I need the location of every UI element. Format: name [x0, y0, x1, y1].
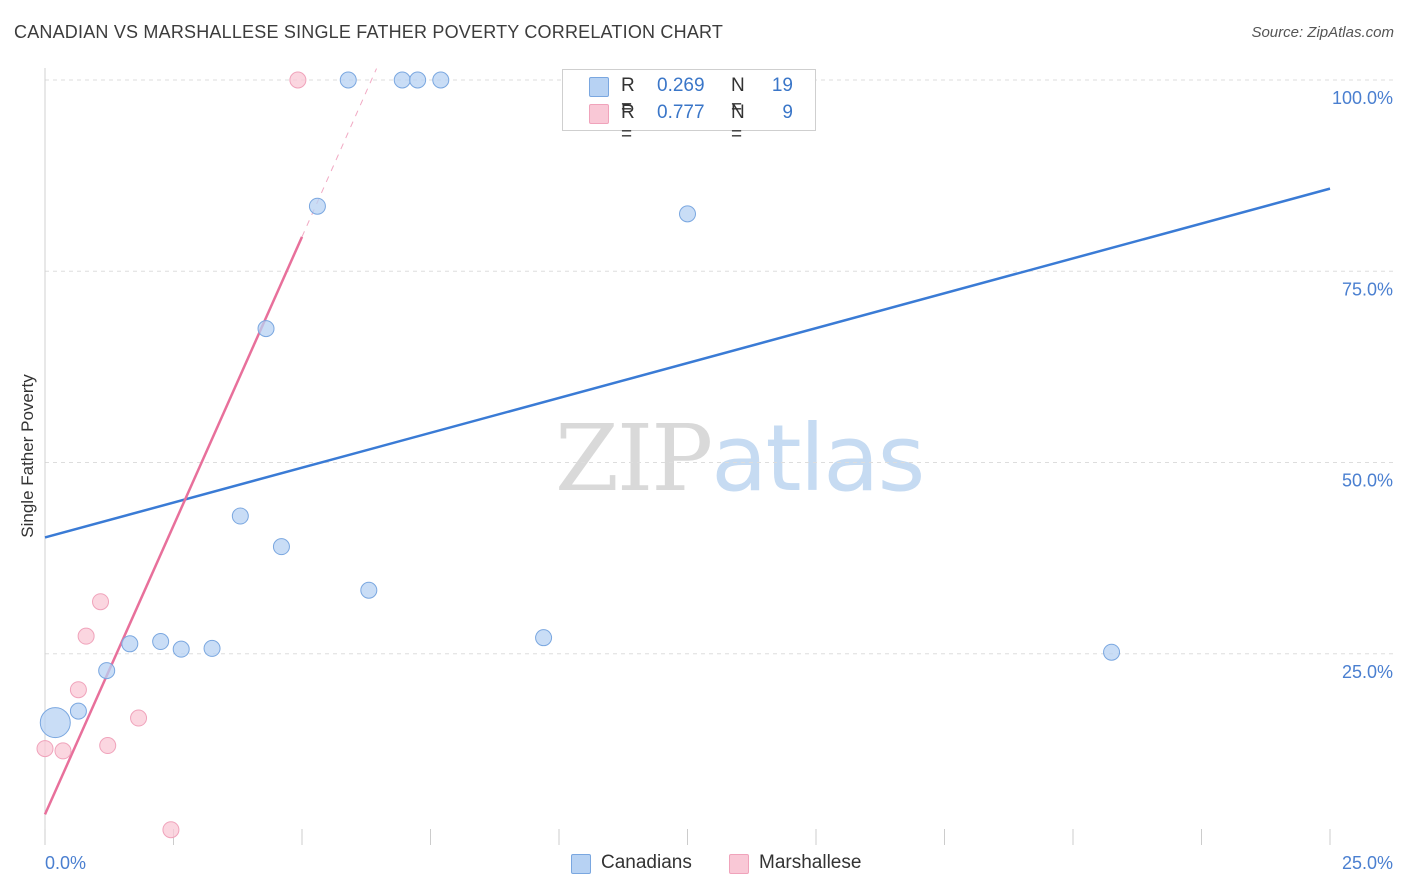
- data-points: [36, 71, 1121, 839]
- marshallese-point: [36, 740, 54, 758]
- canadian-point: [69, 702, 87, 720]
- canadian-trendline: [44, 187, 1331, 539]
- canadian-point: [272, 538, 290, 556]
- marshallese-point: [162, 821, 180, 839]
- canadian-point: [679, 205, 696, 223]
- canadian-point: [432, 71, 450, 89]
- canadians-n-value: 19: [771, 75, 793, 96]
- tick-labels: 25.0% 50.0% 75.0% 100.0% 0.0% 25.0%: [45, 88, 1393, 873]
- marshallese-point: [99, 737, 117, 755]
- canadian-point: [98, 662, 116, 680]
- watermark-atlas: atlas: [711, 405, 925, 512]
- marshallese-point: [92, 593, 110, 611]
- marshallese-point: [130, 709, 148, 727]
- watermark-zip: ZIP: [555, 405, 713, 512]
- canadian-point: [257, 320, 275, 338]
- marshallese-n-value: 9: [782, 102, 793, 123]
- source-credit: Source: ZipAtlas.com: [1251, 24, 1394, 41]
- correlation-legend: R = 0.269 N = 19 R = 0.777 N = 9: [562, 69, 816, 145]
- marshallese-r-label: R =: [621, 102, 635, 145]
- trendlines: [43, 68, 1331, 815]
- canadians-r-label: R =: [621, 75, 635, 118]
- canadian-point: [39, 707, 71, 739]
- chart-title: CANADIAN VS MARSHALLESE SINGLE FATHER PO…: [14, 22, 724, 42]
- marshallese-swatch: [589, 104, 609, 124]
- canadians-legend-swatch: [571, 854, 591, 874]
- canadian-point: [339, 71, 357, 89]
- marshallese-point: [54, 742, 72, 760]
- y-tick-label: 75.0%: [1342, 279, 1393, 299]
- canadians-swatch: [589, 77, 609, 97]
- canadian-point: [172, 640, 190, 658]
- canadian-point: [152, 633, 170, 651]
- marshallese-legend-swatch: [729, 854, 749, 874]
- canadian-point: [535, 629, 553, 647]
- marshallese-n-label: N =: [731, 102, 745, 145]
- x-tick-label: 0.0%: [45, 853, 86, 873]
- canadian-point: [231, 507, 249, 525]
- canadian-point: [409, 71, 427, 89]
- marshallese-r-value: 0.777: [657, 102, 705, 123]
- canadian-point: [121, 635, 139, 653]
- marshallese-point: [69, 681, 87, 699]
- canadian-point: [1103, 643, 1121, 661]
- grid-lines: [45, 79, 1395, 655]
- canadians-r-value: 0.269: [657, 75, 705, 96]
- marshallese-legend-label: Marshallese: [759, 852, 862, 873]
- canadian-point: [308, 197, 326, 215]
- y-tick-label: 50.0%: [1342, 471, 1393, 491]
- series-legend: Canadians Marshallese: [0, 852, 1406, 876]
- axes: [44, 68, 1331, 845]
- canadian-point: [393, 71, 411, 89]
- marshallese-point: [289, 71, 307, 89]
- canadian-point: [360, 581, 378, 599]
- y-tick-label: 25.0%: [1342, 662, 1393, 682]
- canadian-point: [203, 639, 221, 657]
- canadians-n-label: N =: [731, 75, 745, 118]
- canadians-legend-label: Canadians: [601, 852, 692, 873]
- x-tick-label: 25.0%: [1342, 853, 1393, 873]
- marshallese-point: [77, 627, 95, 645]
- watermark: ZIPatlas: [555, 405, 926, 512]
- y-tick-label: 100.0%: [1332, 88, 1393, 108]
